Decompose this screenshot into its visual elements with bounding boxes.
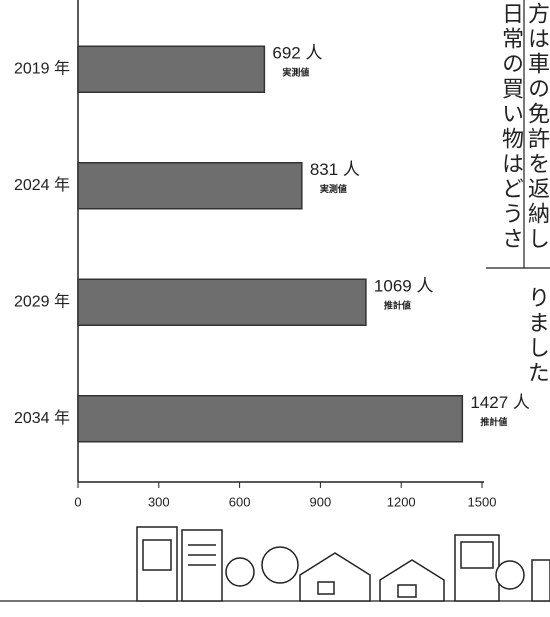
- value-label: 1069 人: [374, 277, 434, 296]
- annotation: 実測値: [320, 183, 347, 194]
- annotation: 推計値: [480, 416, 507, 427]
- side-text: 日常の買い物はどうさ: [497, 2, 523, 252]
- x-tick-label: 300: [148, 494, 170, 509]
- category-label: 2024 年: [14, 176, 70, 194]
- annotation: 実測値: [282, 67, 309, 78]
- chart: 0 300 600 900 1200 1500 2019 年 692 人実測値 2024 年 83…: [0, 0, 550, 617]
- x-tick-label: 900: [310, 494, 332, 509]
- x-tick-label: 600: [229, 494, 251, 509]
- side-text: りました: [523, 286, 549, 386]
- category-label: 2034 年: [14, 409, 70, 427]
- town-illustration: [137, 527, 550, 601]
- bar: [78, 396, 462, 442]
- side-text: 方は車の免許を返納し: [523, 2, 549, 252]
- category-label: 2029 年: [14, 292, 70, 310]
- category-label: 2019 年: [14, 59, 70, 77]
- value-label: 831 人: [310, 160, 360, 179]
- page: 0 300 600 900 1200 1500 2019 年 692 人実測値 2024 年 83…: [0, 0, 550, 617]
- x-tick-label: 1500: [468, 494, 497, 509]
- value-label: 692 人: [272, 44, 322, 63]
- x-tick-label: 1200: [387, 494, 416, 509]
- annotation: 推計値: [384, 300, 411, 311]
- x-tick-label: 0: [74, 494, 81, 509]
- bar: [78, 46, 264, 92]
- value-label: 1427 人: [470, 393, 530, 412]
- bar: [78, 279, 366, 325]
- bar: [78, 163, 302, 209]
